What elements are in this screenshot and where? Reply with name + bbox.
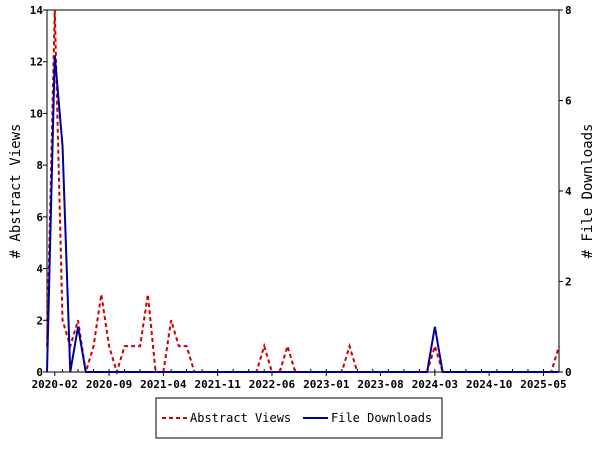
x-tick-label: 2021-04 [140, 378, 187, 391]
y-right-tick-label: 4 [565, 185, 572, 198]
y-left-tick-label: 12 [30, 56, 43, 69]
y-left-tick-label: 0 [36, 366, 43, 379]
legend-box [155, 397, 443, 439]
y-right-tick-label: 6 [565, 95, 572, 108]
y-axis-right: 0 2 4 6 8 [559, 4, 572, 379]
plot-area [46, 9, 560, 373]
x-tick-label: 2024-10 [466, 378, 512, 391]
x-tick-label: 2025-05 [520, 378, 566, 391]
y-left-tick-label: 8 [36, 159, 43, 172]
legend-label-file-downloads: File Downloads [331, 411, 432, 425]
y-right-tick-label: 0 [565, 366, 572, 379]
x-tick-label: 2020-02 [32, 378, 78, 391]
y-axis-left-title: # Abstract Views [8, 124, 24, 259]
x-tick-label: 2020-09 [86, 378, 132, 391]
legend: Abstract Views File Downloads [155, 397, 443, 439]
x-tick-label: 2024-03 [412, 378, 458, 391]
y-left-tick-label: 6 [36, 211, 43, 224]
x-tick-label: 2023-01 [303, 378, 350, 391]
y-right-tick-label: 2 [565, 276, 572, 289]
x-tick-label: 2022-06 [249, 378, 296, 391]
y-left-tick-label: 2 [36, 314, 43, 327]
y-left-tick-label: 14 [30, 4, 44, 17]
y-left-tick-label: 4 [36, 263, 43, 276]
x-axis: 2020-02 2020-09 2021-04 2021-11 2022-06 2023-… [32, 369, 567, 391]
legend-label-abstract-views: Abstract Views [190, 411, 291, 425]
x-tick-label: 2021-11 [194, 378, 241, 391]
y-left-tick-label: 10 [30, 107, 43, 120]
series-group [46, 9, 560, 376]
x-tick-label: 2023-08 [357, 378, 403, 391]
y-right-tick-label: 8 [565, 4, 572, 17]
y-axis-left: 0 2 4 6 8 10 12 14 [30, 4, 47, 379]
series-line-file-downloads [46, 55, 559, 373]
y-axis-right-title: # File Downloads [580, 124, 596, 259]
